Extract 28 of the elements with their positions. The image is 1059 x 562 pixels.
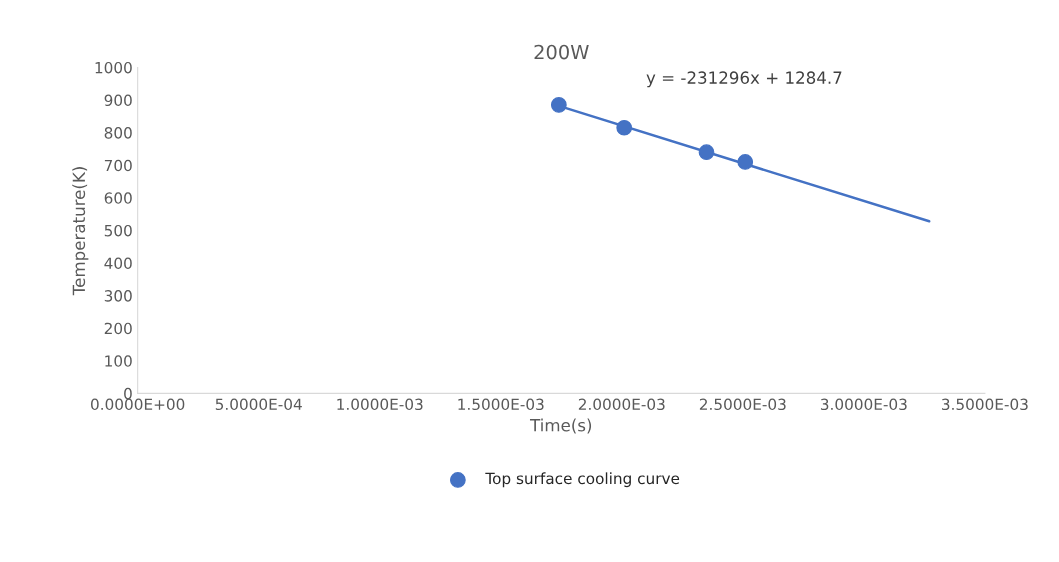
y-tick-label: 1000 bbox=[95, 61, 132, 74]
chart-title: 200W bbox=[534, 44, 589, 60]
x-tick-label: 3.5000E-03 bbox=[942, 398, 1028, 411]
y-tick-label: 900 bbox=[104, 94, 132, 107]
y-tick-label: 500 bbox=[104, 224, 132, 237]
annotation: y = -231296x + 1284.7 bbox=[646, 71, 842, 88]
legend-label: Top surface cooling curve bbox=[485, 472, 680, 488]
y-tick-label: 0 bbox=[124, 387, 132, 400]
y-tick-label: 600 bbox=[104, 192, 132, 204]
point bbox=[616, 119, 633, 136]
x-tick-label: 2.0000E-03 bbox=[578, 398, 665, 411]
x-tick-label: 1.0000E-03 bbox=[337, 398, 423, 411]
x-tick-label: 5.0000E-04 bbox=[215, 398, 302, 411]
y-tick-label: 700 bbox=[104, 159, 132, 172]
y-tick-label: 300 bbox=[104, 290, 132, 302]
y-tick-label: 400 bbox=[104, 257, 132, 270]
y-axis-title: Temperature(K) bbox=[72, 167, 89, 296]
x-tick-label: 1.5000E-03 bbox=[458, 398, 544, 411]
point bbox=[698, 144, 715, 161]
x-tick-label: 0.0000E+00 bbox=[91, 398, 185, 411]
point bbox=[550, 97, 567, 113]
y-tick-label: 200 bbox=[104, 322, 132, 335]
y-tick-label: 100 bbox=[105, 355, 132, 367]
x-tick-label: 2.5000E-03 bbox=[699, 398, 786, 411]
x-tick-label: 3.0000E-03 bbox=[820, 398, 907, 411]
point bbox=[737, 154, 754, 170]
y-tick-label: 800 bbox=[104, 127, 132, 139]
x-axis-title: Time(s) bbox=[529, 418, 592, 434]
